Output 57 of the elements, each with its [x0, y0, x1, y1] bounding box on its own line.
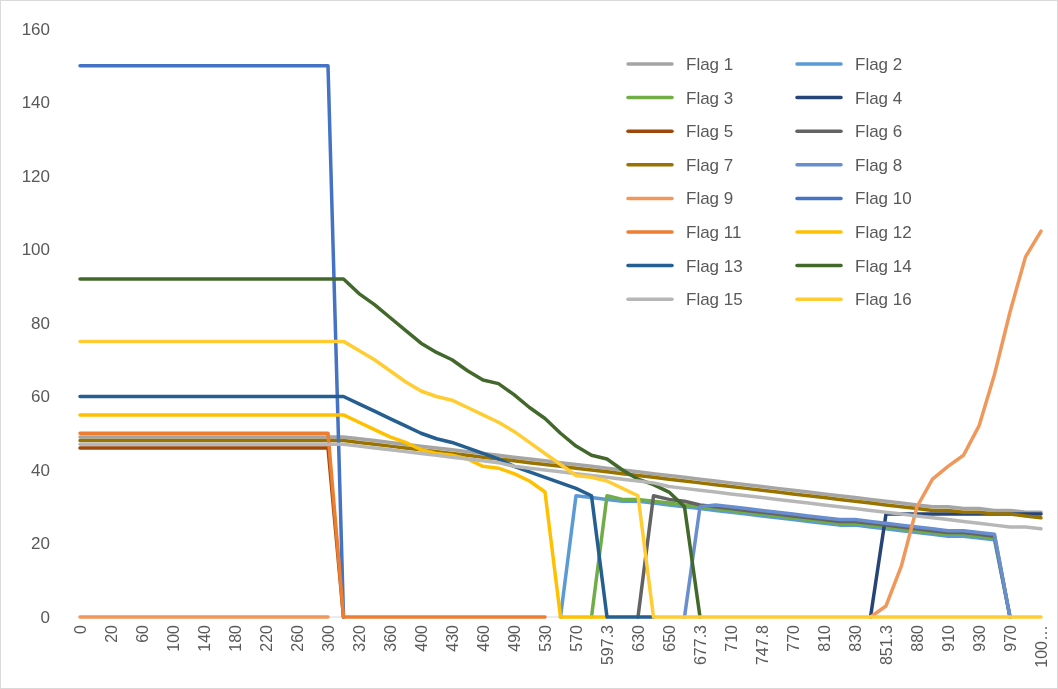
x-tick-label: 100	[164, 624, 182, 652]
x-tick-label: 710	[722, 624, 740, 652]
legend-label: Flag 4	[855, 88, 903, 108]
x-tick-label: 60	[133, 624, 151, 643]
legend-label: Flag 11	[686, 222, 742, 242]
legend-label: Flag 14	[855, 256, 912, 276]
x-tick-label: 300	[319, 624, 337, 652]
legend-label: Flag 15	[686, 290, 743, 310]
x-tick-label: 360	[381, 624, 399, 652]
x-tick-label: 430	[443, 624, 461, 652]
x-tick-label: 770	[784, 624, 802, 652]
y-tick-label: 0	[40, 607, 50, 627]
x-tick-label: 0	[71, 624, 89, 634]
x-tick-label: 747.8	[753, 624, 771, 666]
x-tick-label: 677.3	[691, 624, 709, 666]
x-tick-label: 650	[660, 624, 678, 652]
x-tick-label: 930	[970, 624, 988, 652]
legend-label: Flag 7	[686, 155, 734, 175]
x-tick-label: 490	[505, 624, 523, 652]
y-tick-label: 80	[31, 313, 50, 333]
x-tick-label: 100…	[1032, 625, 1050, 668]
y-tick-label: 140	[21, 93, 50, 113]
x-tick-label: 910	[939, 624, 957, 652]
x-tick-label: 970	[1001, 624, 1019, 652]
legend-label: Flag 5	[686, 122, 734, 142]
y-tick-label: 20	[31, 534, 50, 554]
x-tick-label: 851.3	[877, 624, 895, 666]
x-tick-label: 260	[288, 624, 306, 652]
legend-label: Flag 12	[855, 222, 912, 242]
y-tick-label: 40	[31, 460, 50, 480]
x-tick-label: 810	[815, 624, 833, 652]
legend-label: Flag 13	[686, 256, 743, 276]
y-tick-label: 60	[31, 387, 50, 407]
x-tick-label: 570	[567, 624, 585, 652]
x-tick-label: 530	[536, 624, 554, 652]
x-tick-label: 400	[412, 624, 430, 652]
legend-label: Flag 8	[855, 155, 903, 175]
legend-label: Flag 6	[855, 122, 903, 142]
x-tick-label: 140	[195, 624, 213, 652]
x-tick-label: 320	[350, 624, 368, 652]
y-tick-label: 100	[21, 240, 50, 260]
x-tick-label: 880	[908, 624, 926, 652]
legend-label: Flag 10	[855, 189, 912, 209]
x-tick-label: 220	[257, 624, 275, 652]
legend-label: Flag 3	[686, 88, 734, 108]
x-tick-label: 830	[846, 624, 864, 652]
x-tick-label: 180	[226, 624, 244, 652]
x-tick-label: 597.3	[598, 624, 616, 666]
legend-label: Flag 9	[686, 189, 734, 209]
legend-label: Flag 16	[855, 290, 912, 310]
legend-label: Flag 2	[855, 54, 903, 74]
y-tick-label: 120	[21, 166, 50, 186]
legend-label: Flag 1	[686, 54, 734, 74]
x-tick-label: 630	[629, 624, 647, 652]
x-tick-label: 460	[474, 624, 492, 652]
y-tick-label: 160	[21, 19, 50, 39]
x-tick-label: 20	[102, 624, 120, 643]
